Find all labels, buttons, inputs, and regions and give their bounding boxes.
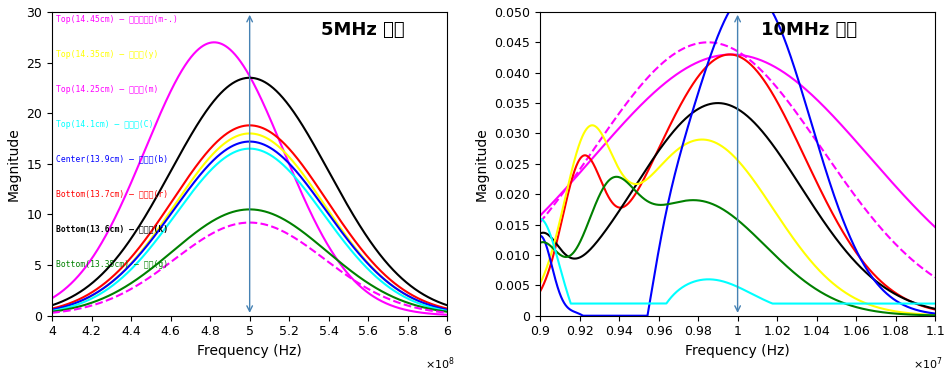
Text: Top(14.1cm) – 청록색(C): Top(14.1cm) – 청록색(C)	[56, 120, 153, 129]
Y-axis label: Magnitude: Magnitude	[475, 127, 488, 201]
Text: Bottom(13.6cm) – 검은색(k): Bottom(13.6cm) – 검은색(k)	[56, 225, 169, 234]
X-axis label: Frequency (Hz): Frequency (Hz)	[685, 344, 790, 358]
Text: Top(14.45cm) – 자홍색점선(m-.): Top(14.45cm) – 자홍색점선(m-.)	[56, 15, 178, 24]
X-axis label: Frequency (Hz): Frequency (Hz)	[197, 344, 302, 358]
Text: Top(14.25cm) – 자홍색(m): Top(14.25cm) – 자홍색(m)	[56, 85, 158, 94]
Text: Center(13.9cm) – 푸른색(b): Center(13.9cm) – 푸른색(b)	[56, 155, 169, 164]
Text: Bottom(13.7cm) – 빨간색(r): Bottom(13.7cm) – 빨간색(r)	[56, 190, 169, 199]
Text: 5MHz 성분: 5MHz 성분	[321, 21, 405, 39]
Text: $\times10^{7}$: $\times10^{7}$	[913, 355, 943, 372]
Text: $\times10^{8}$: $\times10^{8}$	[426, 355, 455, 372]
Text: Top(14.35cm) – 노란색(y): Top(14.35cm) – 노란색(y)	[56, 50, 158, 59]
Text: 10MHz 성분: 10MHz 성분	[762, 21, 858, 39]
Text: Bottom(13.35cm) – 녹색(g): Bottom(13.35cm) – 녹색(g)	[56, 259, 169, 268]
Y-axis label: Magnitude: Magnitude	[7, 127, 21, 201]
